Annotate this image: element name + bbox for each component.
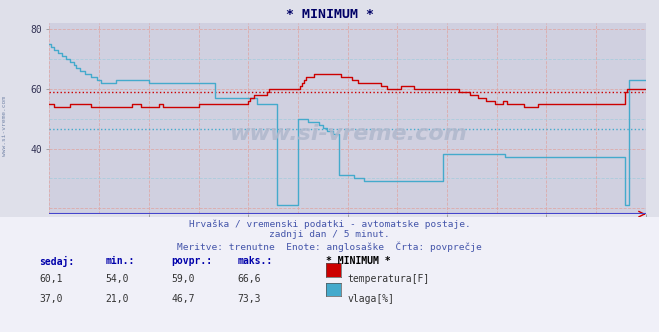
Text: maks.:: maks.: [237, 256, 272, 266]
Text: Hrvaška / vremenski podatki - avtomatske postaje.: Hrvaška / vremenski podatki - avtomatske… [188, 219, 471, 229]
Text: povpr.:: povpr.: [171, 256, 212, 266]
Text: sedaj:: sedaj: [40, 256, 74, 267]
Text: zadnji dan / 5 minut.: zadnji dan / 5 minut. [269, 230, 390, 239]
Text: min.:: min.: [105, 256, 135, 266]
Text: * MINIMUM *: * MINIMUM * [285, 8, 374, 21]
Text: * MINIMUM *: * MINIMUM * [326, 256, 391, 266]
Text: 54,0: 54,0 [105, 274, 129, 284]
Text: www.si-vreme.com: www.si-vreme.com [229, 124, 467, 144]
Text: Meritve: trenutne  Enote: anglosaške  Črta: povprečje: Meritve: trenutne Enote: anglosaške Črta… [177, 241, 482, 252]
Text: 59,0: 59,0 [171, 274, 195, 284]
Text: 21,0: 21,0 [105, 294, 129, 304]
Text: 46,7: 46,7 [171, 294, 195, 304]
Text: www.si-vreme.com: www.si-vreme.com [2, 96, 7, 156]
Text: 73,3: 73,3 [237, 294, 261, 304]
Text: vlaga[%]: vlaga[%] [347, 294, 394, 304]
Text: temperatura[F]: temperatura[F] [347, 274, 430, 284]
Text: 60,1: 60,1 [40, 274, 63, 284]
Text: 66,6: 66,6 [237, 274, 261, 284]
Text: 37,0: 37,0 [40, 294, 63, 304]
